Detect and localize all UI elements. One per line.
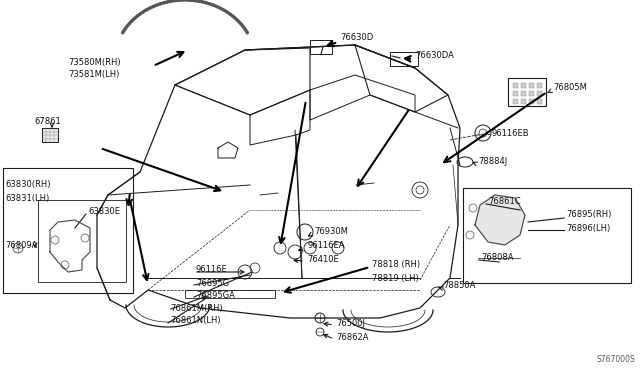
Text: S767000S: S767000S: [596, 355, 635, 364]
Bar: [38, 200, 126, 282]
Bar: [521, 91, 526, 96]
Bar: [529, 91, 534, 96]
Text: 96116EB: 96116EB: [492, 128, 530, 138]
Bar: [537, 91, 542, 96]
Text: 67861: 67861: [34, 118, 61, 126]
Bar: [3, 168, 133, 293]
Text: 78884J: 78884J: [478, 157, 508, 167]
Text: 76895G: 76895G: [196, 279, 229, 288]
Text: 76930M: 76930M: [314, 228, 348, 237]
Bar: [42, 128, 58, 142]
Bar: [185, 290, 275, 298]
Text: 63830E: 63830E: [88, 208, 120, 217]
Bar: [513, 83, 518, 88]
Bar: [529, 83, 534, 88]
Bar: [463, 188, 631, 283]
Bar: [537, 99, 542, 104]
Text: 76500J: 76500J: [336, 318, 365, 327]
Bar: [529, 99, 534, 104]
Text: 76861M(RH): 76861M(RH): [170, 304, 223, 312]
Text: 76809A: 76809A: [5, 241, 37, 250]
Text: 76895(RH): 76895(RH): [566, 211, 611, 219]
Text: 78819 (LH): 78819 (LH): [372, 273, 419, 282]
Text: 63831(LH): 63831(LH): [5, 193, 49, 202]
Bar: [521, 99, 526, 104]
Text: 63830(RH): 63830(RH): [5, 180, 51, 189]
Bar: [390, 52, 418, 66]
Text: 76896(LH): 76896(LH): [566, 224, 611, 232]
Text: 78818 (RH): 78818 (RH): [372, 260, 420, 269]
Bar: [521, 83, 526, 88]
Text: 76862A: 76862A: [336, 333, 369, 341]
Bar: [537, 83, 542, 88]
Text: 76410E: 76410E: [307, 254, 339, 263]
Bar: [513, 99, 518, 104]
Text: 76861N(LH): 76861N(LH): [170, 317, 221, 326]
Text: 78850A: 78850A: [443, 282, 476, 291]
Text: 73580M(RH): 73580M(RH): [68, 58, 120, 67]
Text: 76805M: 76805M: [553, 83, 587, 93]
Bar: [513, 91, 518, 96]
Bar: [508, 78, 546, 106]
Text: 76630DA: 76630DA: [415, 51, 454, 60]
Text: 73581M(LH): 73581M(LH): [68, 71, 120, 80]
Text: 76630D: 76630D: [340, 33, 373, 42]
Polygon shape: [475, 195, 525, 245]
Bar: [310, 40, 332, 54]
Text: 76861C: 76861C: [488, 198, 520, 206]
Text: 76895GA: 76895GA: [196, 291, 235, 299]
Text: 96116EA: 96116EA: [307, 241, 344, 250]
Text: 76808A: 76808A: [481, 253, 513, 263]
Text: 96116E: 96116E: [196, 266, 228, 275]
